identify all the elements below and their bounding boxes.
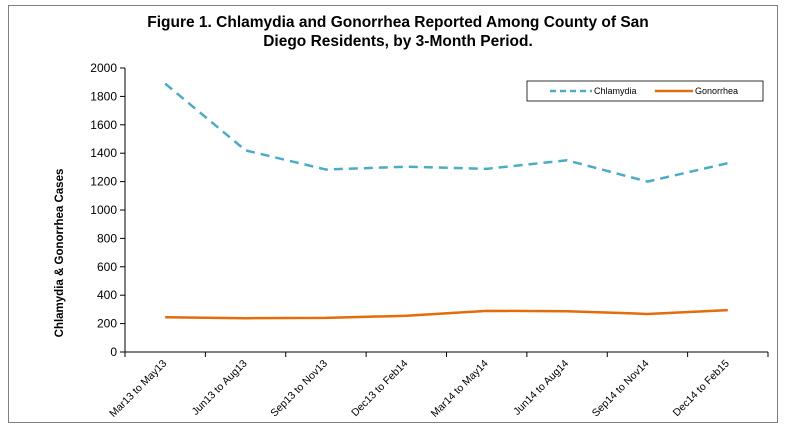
chart-title-line2: Diego Residents, by 3-Month Period. <box>263 33 533 50</box>
y-tick-label: 1200 <box>90 175 117 189</box>
y-tick-label: 0 <box>110 345 117 359</box>
legend-box <box>526 80 764 102</box>
y-tick-label: 600 <box>97 260 117 274</box>
y-tick-label: 1800 <box>90 89 117 103</box>
series-line-chlamydia <box>164 82 729 183</box>
series-line-gonorrhea <box>165 308 728 320</box>
y-ticks: 0 200 400 600 800 1000 1200 1400 1600 1800 2000 <box>90 61 125 359</box>
x-tick-label: Jun14 to Aug14 <box>511 358 571 418</box>
chart-title-line1: Figure 1. Chlamydia and Gonorrhea Report… <box>147 14 649 31</box>
y-tick-label: 1600 <box>90 118 117 132</box>
y-tick-label: 1000 <box>90 203 117 217</box>
y-axis-label: Chlamydia & Gonorrhea Cases <box>54 169 66 338</box>
y-tick-label: 1400 <box>90 146 117 160</box>
series-lines <box>164 82 729 320</box>
x-tick-label: Sep13 to Nov13 <box>268 358 330 420</box>
axes <box>124 68 768 353</box>
y-tick-label: 200 <box>97 317 117 331</box>
x-ticks: Mar13 to May13 Jun13 to Aug13 Sep13 to Nov… <box>107 352 769 420</box>
y-tick-label: 400 <box>97 288 117 302</box>
x-tick-label: Dec13 to Feb14 <box>349 358 410 419</box>
chart-frame <box>8 5 778 423</box>
x-tick-label: Mar13 to May13 <box>107 358 169 420</box>
x-tick-label: Sep14 to Nov14 <box>590 358 652 420</box>
legend: Chlamydia Gonorrhea <box>526 80 764 102</box>
x-tick-label: Mar14 to May14 <box>429 358 491 420</box>
y-tick-label: 2000 <box>90 61 117 75</box>
legend-label-chlamydia: Chlamydia <box>594 86 637 96</box>
legend-label-gonorrhea: Gonorrhea <box>695 86 738 96</box>
y-tick-label: 800 <box>97 231 117 245</box>
x-tick-label: Jun13 to Aug13 <box>190 358 250 418</box>
x-tick-label: Dec14 to Feb15 <box>671 358 732 419</box>
